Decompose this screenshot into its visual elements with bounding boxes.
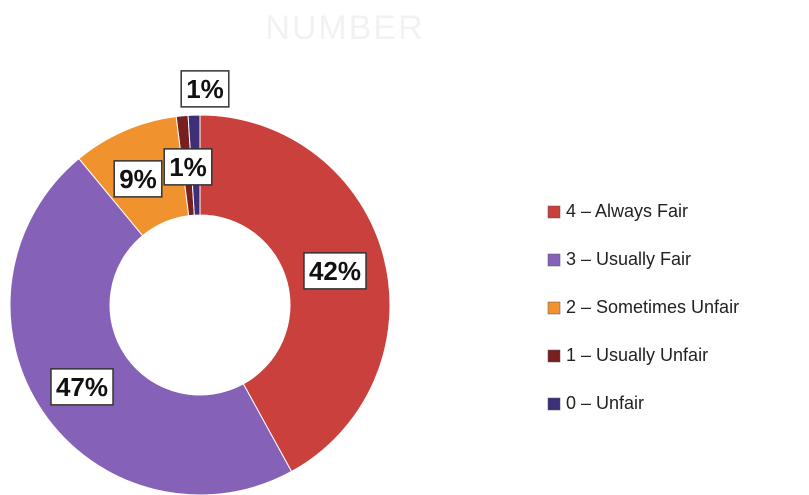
data-label-box	[113, 160, 163, 198]
chart-title: NUMBER	[265, 9, 424, 47]
data-label-box	[163, 148, 213, 186]
data-label: 1%	[180, 70, 230, 108]
legend-label: 4 – Always Fair	[566, 201, 688, 221]
data-label-text: 47%	[56, 372, 108, 402]
legend-label: 0 – Unfair	[566, 393, 644, 413]
data-label: 42%	[303, 252, 367, 290]
data-label-text: 1%	[186, 74, 224, 104]
data-label-text: 1%	[169, 152, 207, 182]
legend-swatch	[547, 205, 561, 219]
legend-swatch	[547, 349, 561, 363]
data-label-box	[50, 368, 114, 406]
legend-swatch	[547, 301, 561, 315]
legend-label: 2 – Sometimes Unfair	[566, 297, 739, 317]
data-label-text: 9%	[119, 164, 157, 194]
data-label-text: 42%	[309, 256, 361, 286]
data-label-box	[303, 252, 367, 290]
donut-slice	[9, 157, 293, 495]
data-label: 1%	[163, 148, 213, 186]
data-label: 47%	[50, 368, 114, 406]
legend-swatch	[547, 253, 561, 267]
legend-label: 1 – Usually Unfair	[566, 345, 708, 365]
donut-slice	[199, 114, 391, 473]
legend-label: 3 – Usually Fair	[566, 249, 691, 269]
data-label: 9%	[113, 160, 163, 198]
legend-swatch	[547, 397, 561, 411]
data-label-box	[180, 70, 230, 108]
